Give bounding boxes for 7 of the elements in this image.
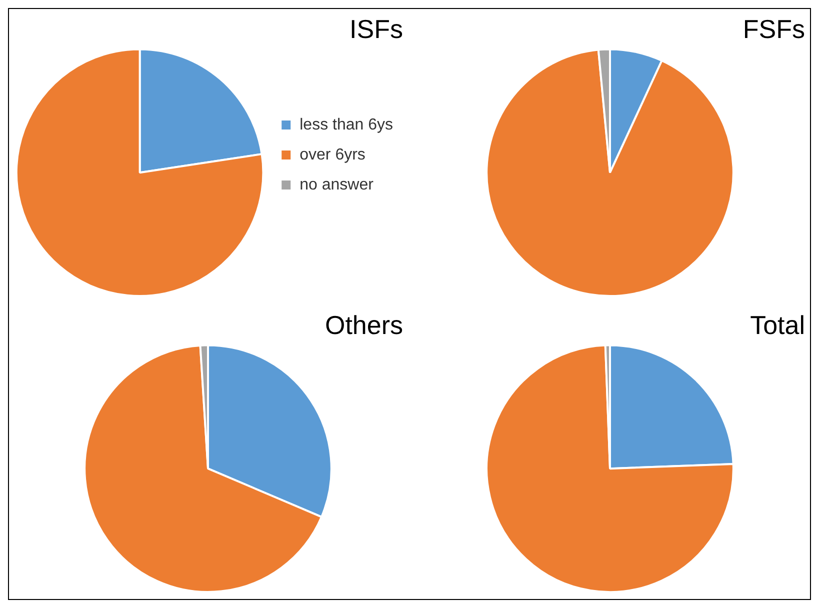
legend-label: over 6yrs [300,146,366,164]
chart-title: FSFs [742,14,805,44]
legend-label: no answer [300,176,374,194]
chart-title: Others [324,310,403,340]
chart-title: Total [750,310,805,340]
chart-title: ISFs [350,14,403,44]
legend-label: less than 6ys [300,116,394,134]
